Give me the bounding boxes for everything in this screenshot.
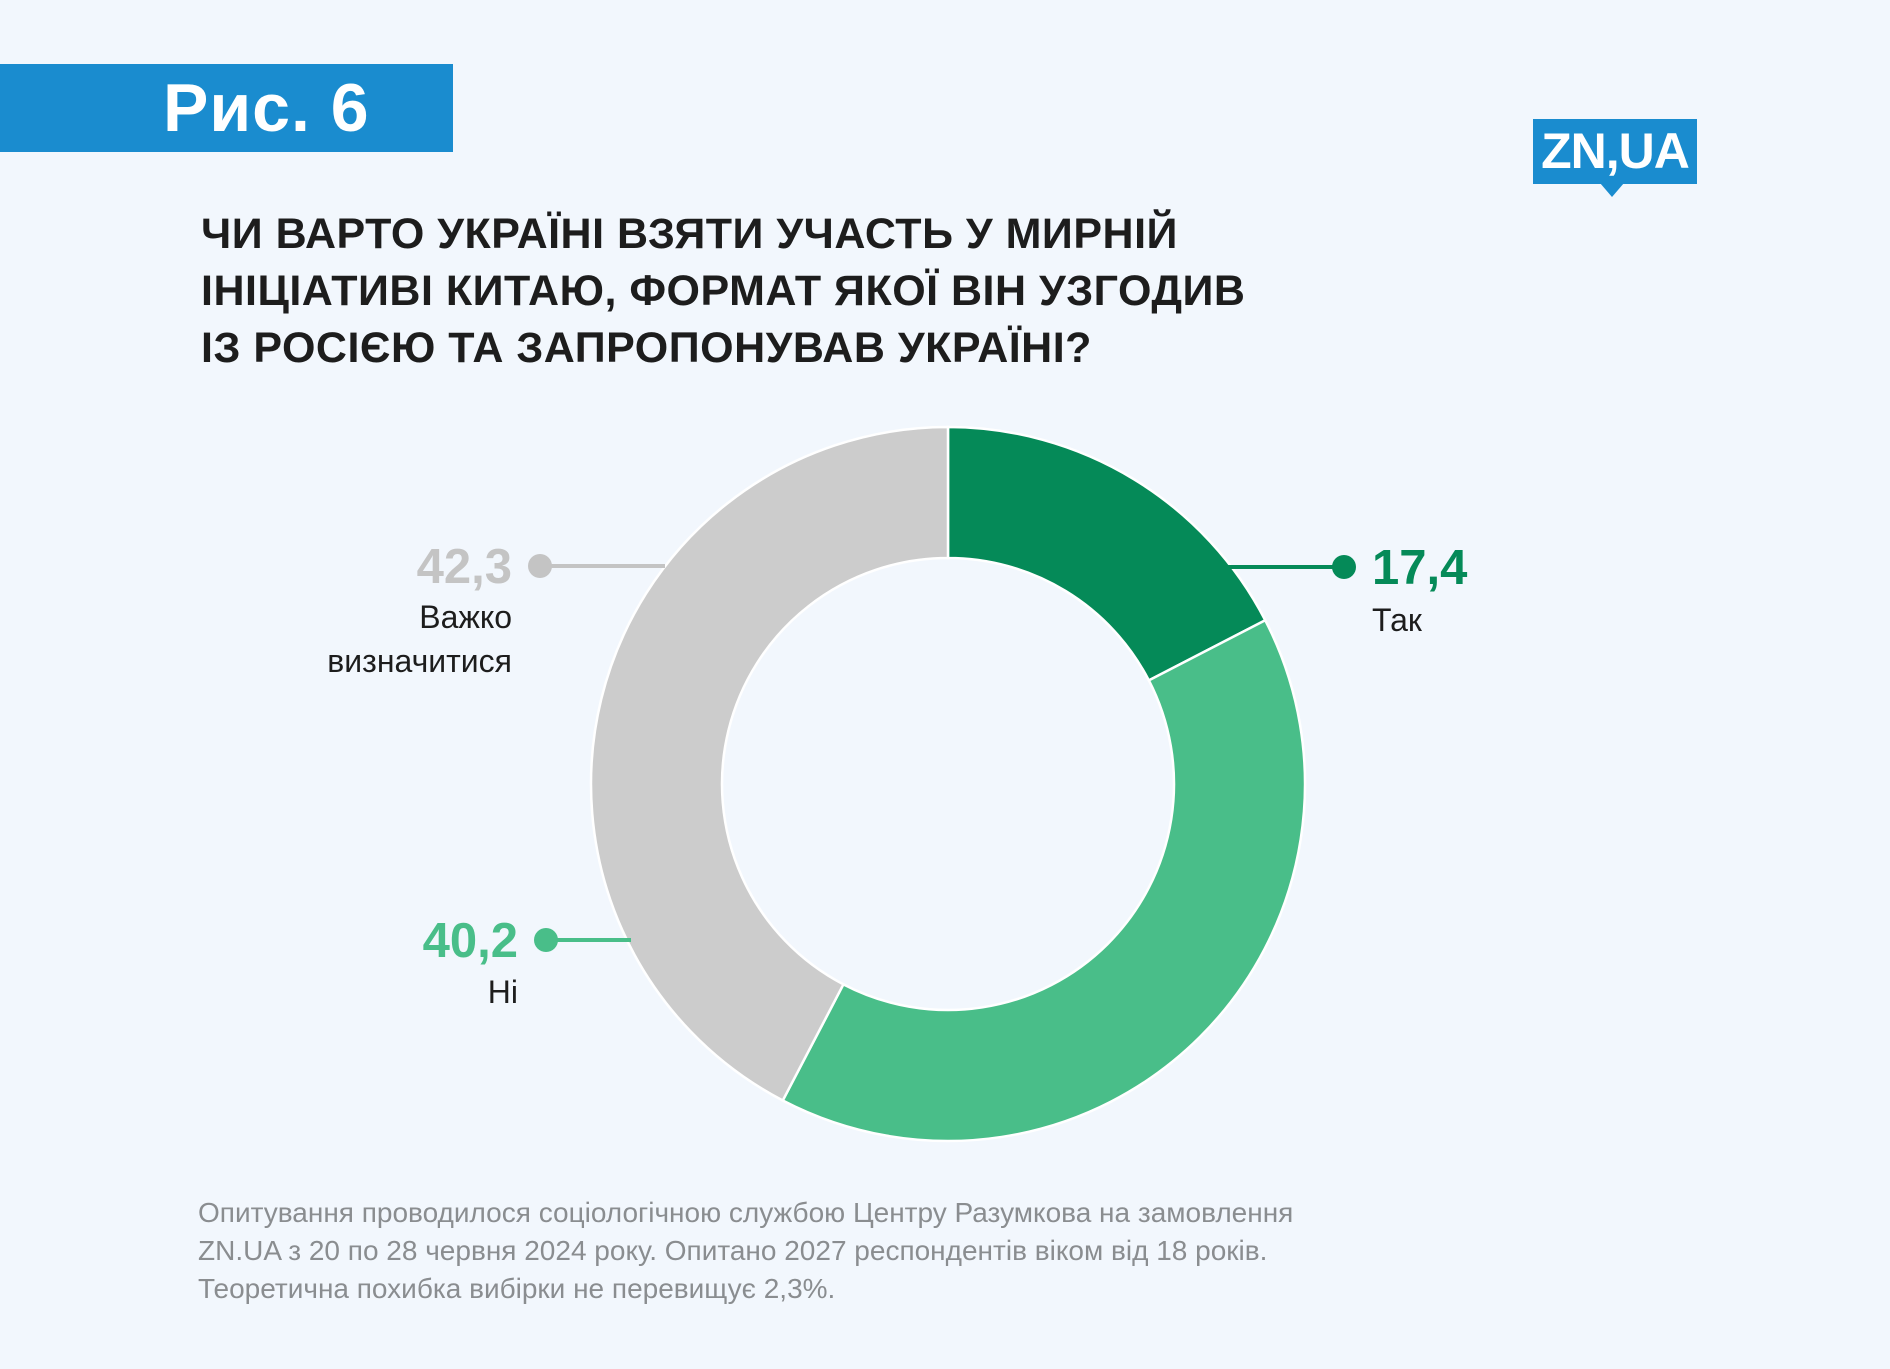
data-label-value: 42,3 [417, 540, 512, 594]
donut-slice [946, 425, 1267, 683]
title-line: ІЗ РОСІЄЮ ТА ЗАПРОПОНУВАВ УКРАЇНІ? [201, 324, 1092, 372]
callout-dot [528, 554, 552, 578]
data-label-value: 40,2 [423, 914, 518, 968]
footnote-line: Опитування проводилося соціологічною слу… [198, 1197, 1294, 1228]
data-label-value: 17,4 [1372, 541, 1467, 595]
callout-dot [1332, 555, 1356, 579]
callout-dot [534, 928, 558, 952]
figure-label: Рис. 6 [163, 70, 370, 146]
data-label-category: Ні [488, 974, 518, 1010]
logo-speech-tail [1600, 183, 1624, 197]
footnote: Опитування проводилося соціологічною слу… [198, 1194, 1498, 1308]
title-line: ЧИ ВАРТО УКРАЇНІ ВЗЯТИ УЧАСТЬ У МИРНІЙ [201, 210, 1178, 258]
chart-title: ЧИ ВАРТО УКРАЇНІ ВЗЯТИ УЧАСТЬ У МИРНІЙ І… [201, 206, 1401, 377]
donut-slice [589, 425, 950, 1103]
donut-slice [781, 618, 1307, 1143]
figure-badge: Рис. 6 [0, 64, 453, 152]
data-label-category: визначитися [327, 643, 512, 679]
data-label-category: Так [1372, 602, 1423, 638]
title-line: ІНІЦІАТИВІ КИТАЮ, ФОРМАТ ЯКОЇ ВІН УЗГОДИ… [201, 267, 1246, 315]
data-label-category: Важко [419, 599, 512, 635]
footnote-line: ZN.UA з 20 по 28 червня 2024 року. Опита… [198, 1235, 1268, 1266]
zn-ua-logo[interactable]: ZN,UA [1533, 119, 1697, 184]
logo-text: ZN,UA [1541, 123, 1690, 179]
footnote-line: Теоретична похибка вибірки не перевищує … [198, 1273, 836, 1304]
